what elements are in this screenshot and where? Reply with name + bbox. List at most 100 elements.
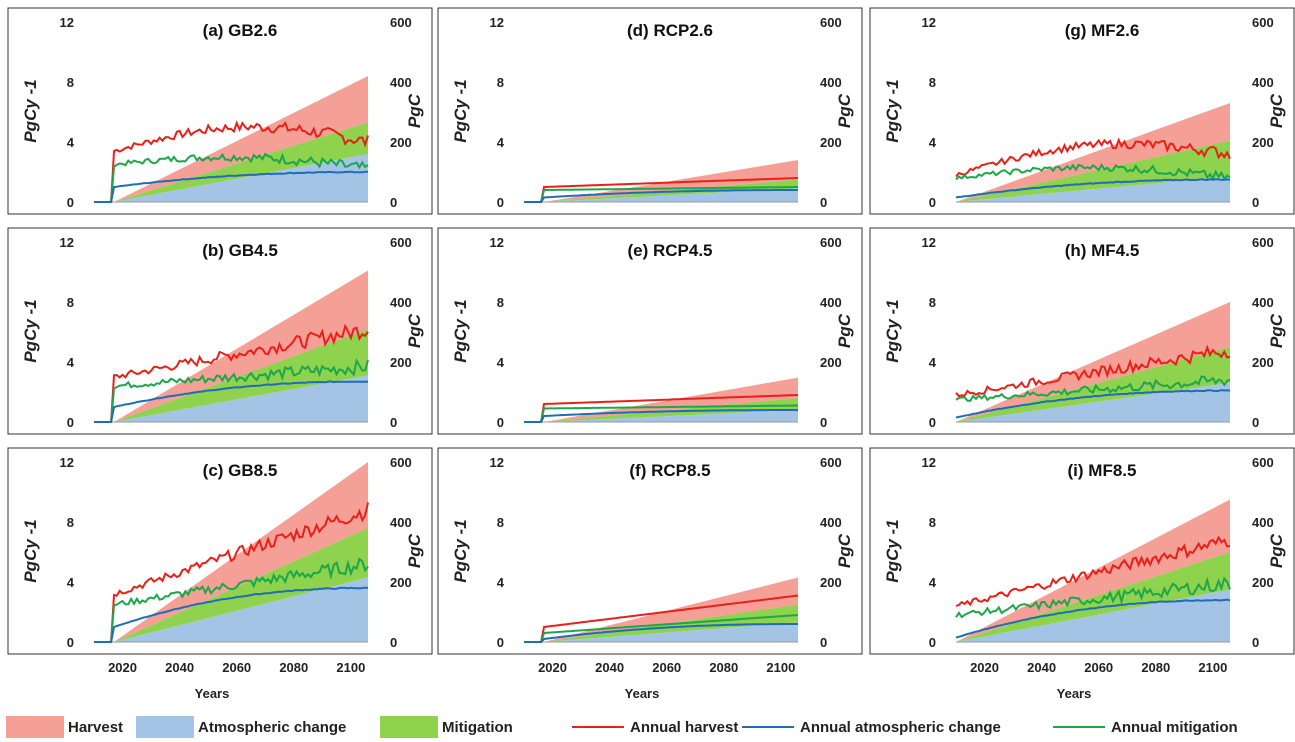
panel-2: 0 4 8 12 0 200 400 600 PgCy -1 PgC (b) GB4.5 — [7, 227, 433, 435]
y-left-tick-label: 8 — [929, 75, 936, 90]
y-left-tick-label: 4 — [497, 575, 505, 590]
y-right-axis-title: PgC — [835, 533, 854, 568]
y-left-tick-label: 4 — [67, 135, 75, 150]
y-left-tick-label: 8 — [67, 75, 74, 90]
annual-mitigation-line — [955, 576, 1231, 619]
atmospheric-area — [543, 410, 798, 422]
y-right-tick-label: 200 — [820, 575, 842, 590]
panel-title: (g) MF2.6 — [1065, 21, 1140, 40]
y-right-tick-label: 600 — [1252, 235, 1274, 250]
y-right-tick-label: 0 — [1252, 415, 1259, 430]
y-left-tick-label: 12 — [922, 235, 936, 250]
x-tick-label: 2060 — [652, 660, 681, 675]
annual-harvest-line — [955, 535, 1231, 607]
annual-harvest-line — [955, 344, 1231, 398]
mitigation-area — [113, 528, 369, 642]
y-left-tick-label: 4 — [497, 135, 505, 150]
y-right-tick-label: 600 — [820, 15, 842, 30]
annual-mitigation-line — [524, 186, 798, 203]
annual-atmospheric-line — [94, 586, 369, 643]
y-left-tick-label: 12 — [922, 15, 936, 30]
y-right-tick-label: 600 — [1252, 455, 1274, 470]
y-right-tick-label: 400 — [390, 295, 412, 310]
y-right-tick-label: 0 — [820, 195, 827, 210]
y-left-tick-label: 8 — [67, 515, 74, 530]
y-left-axis-title: PgCy -1 — [883, 519, 902, 582]
harvest-area — [113, 76, 369, 202]
y-right-tick-label: 200 — [390, 355, 412, 370]
y-right-tick-label: 0 — [390, 415, 397, 430]
panel-4: 0 4 8 12 0 200 400 600 PgCy -1 PgC (d) RCP2.6 — [437, 7, 863, 215]
panel-title: (b) GB4.5 — [202, 241, 278, 260]
y-left-tick-label: 4 — [929, 355, 937, 370]
legend: Harvest Atmospheric change Mitigation An… — [0, 712, 1295, 742]
legend-harvest-swatch — [6, 716, 64, 738]
x-tick-label: 2040 — [1027, 660, 1056, 675]
atmospheric-area — [543, 188, 798, 202]
x-tick-label: 2080 — [1141, 660, 1170, 675]
y-left-tick-label: 0 — [497, 195, 504, 210]
y-left-axis-title: PgCy -1 — [451, 299, 470, 362]
y-left-tick-label: 0 — [929, 195, 936, 210]
y-right-tick-label: 0 — [820, 635, 827, 650]
panel-6: 0 4 8 12 0 200 400 600 2020 2040 2060 2080 2100 Years… — [437, 447, 863, 701]
panel-title: (i) MF8.5 — [1068, 461, 1137, 480]
y-left-tick-label: 4 — [929, 135, 937, 150]
annual-atmospheric-line — [955, 389, 1231, 419]
y-right-tick-label: 400 — [820, 75, 842, 90]
legend-annual-mitigation-line — [1053, 726, 1105, 728]
x-tick-label: 2020 — [538, 660, 567, 675]
mitigation-area — [956, 140, 1230, 202]
harvest-area — [543, 377, 798, 422]
y-left-axis-title: PgCy -1 — [21, 299, 40, 362]
y-left-axis-title: PgCy -1 — [883, 299, 902, 362]
y-left-axis-title: PgCy -1 — [21, 79, 40, 142]
legend-item-mitigation: Mitigation — [380, 712, 513, 742]
legend-annual-harvest-label: Annual harvest — [630, 718, 739, 736]
y-right-axis-title: PgC — [1267, 533, 1286, 568]
y-right-tick-label: 200 — [390, 135, 412, 150]
legend-atmospheric-label: Atmospheric change — [198, 718, 347, 736]
panel-title: (a) GB2.6 — [203, 21, 278, 40]
y-right-tick-label: 0 — [390, 195, 397, 210]
harvest-area — [956, 302, 1230, 422]
annual-atmospheric-line — [955, 598, 1231, 639]
y-left-tick-label: 8 — [929, 515, 936, 530]
y-right-tick-label: 200 — [1252, 135, 1274, 150]
annual-atmospheric-line — [955, 178, 1231, 199]
legend-atmospheric-swatch — [136, 716, 194, 738]
y-right-axis-title: PgC — [405, 533, 424, 568]
legend-mitigation-label: Mitigation — [442, 718, 513, 736]
y-right-tick-label: 600 — [820, 455, 842, 470]
panel-3: 0 4 8 12 0 200 400 600 2020 2040 2060 2080 2100 Years… — [7, 447, 433, 701]
annual-harvest-line — [94, 502, 369, 643]
legend-annual-atmospheric-line — [742, 726, 794, 728]
panel-title: (d) RCP2.6 — [627, 21, 713, 40]
legend-item-atmospheric: Atmospheric change — [136, 712, 346, 742]
y-right-axis-title: PgC — [405, 313, 424, 348]
harvest-area — [113, 270, 369, 422]
y-right-tick-label: 600 — [820, 235, 842, 250]
atmospheric-area — [113, 375, 369, 422]
y-left-tick-label: 0 — [67, 195, 74, 210]
y-right-tick-label: 400 — [1252, 515, 1274, 530]
legend-harvest-label: Harvest — [68, 718, 124, 736]
y-left-tick-label: 8 — [497, 75, 504, 90]
panel-title: (e) RCP4.5 — [627, 241, 712, 260]
annual-mitigation-line — [955, 375, 1231, 402]
y-left-tick-label: 0 — [67, 635, 74, 650]
x-tick-label: 2020 — [108, 660, 137, 675]
y-left-tick-label: 12 — [922, 455, 936, 470]
annual-harvest-line — [524, 594, 799, 643]
y-right-axis-title: PgC — [1267, 313, 1286, 348]
panel-5: 0 4 8 12 0 200 400 600 PgCy -1 PgC (e) RCP4.5 — [437, 227, 863, 435]
x-axis-title: Years — [625, 686, 660, 701]
legend-item-annual-atmospheric: Annual atmospheric change — [742, 712, 1001, 742]
y-left-tick-label: 12 — [490, 455, 504, 470]
y-left-tick-label: 0 — [929, 635, 936, 650]
y-left-axis-title: PgCy -1 — [883, 79, 902, 142]
annual-atmospheric-line — [94, 170, 369, 203]
atmospheric-area — [543, 622, 798, 642]
y-left-axis-title: PgCy -1 — [21, 519, 40, 582]
y-left-tick-label: 12 — [60, 455, 74, 470]
